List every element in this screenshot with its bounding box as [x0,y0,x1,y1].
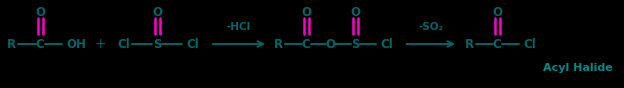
Text: O: O [325,37,335,51]
Text: R: R [274,37,283,51]
Text: +: + [94,37,106,51]
Text: Cl: Cl [186,37,199,51]
Text: S: S [153,37,161,51]
Text: Cl: Cl [523,37,536,51]
Text: O: O [301,5,311,18]
Text: S: S [351,37,359,51]
Text: OH: OH [66,37,86,51]
Text: C: C [492,37,501,51]
Text: -SO₂: -SO₂ [419,22,444,32]
Text: R: R [7,37,16,51]
Text: O: O [35,5,45,18]
Text: O: O [152,5,162,18]
Text: O: O [492,5,502,18]
Text: R: R [465,37,474,51]
Text: Cl: Cl [117,37,130,51]
Text: Cl: Cl [380,37,392,51]
Text: Acyl Halide: Acyl Halide [543,63,613,73]
Text: -HCl: -HCl [227,22,251,32]
Text: C: C [301,37,310,51]
Text: C: C [36,37,44,51]
Text: O: O [350,5,360,18]
